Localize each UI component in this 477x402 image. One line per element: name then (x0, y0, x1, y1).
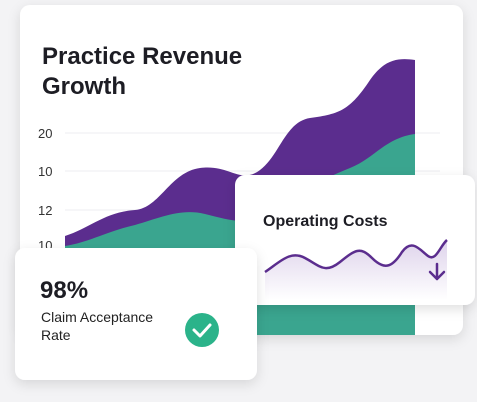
metric-label: Claim Acceptance (41, 309, 153, 325)
down-arrow (428, 262, 446, 281)
claims-card (15, 248, 257, 380)
card-title: Practice Revenue (42, 43, 242, 70)
check-mark (192, 323, 212, 338)
card-title: Growth (42, 73, 126, 100)
y-label: 10 (38, 164, 52, 179)
metric-value: 98% (40, 277, 88, 304)
metric-label: Rate (41, 327, 71, 343)
y-label: 12 (38, 203, 52, 218)
card-title: Operating Costs (263, 213, 388, 230)
y-label: 20 (38, 126, 52, 141)
costs-line (264, 239, 448, 274)
check-icon (185, 313, 219, 347)
